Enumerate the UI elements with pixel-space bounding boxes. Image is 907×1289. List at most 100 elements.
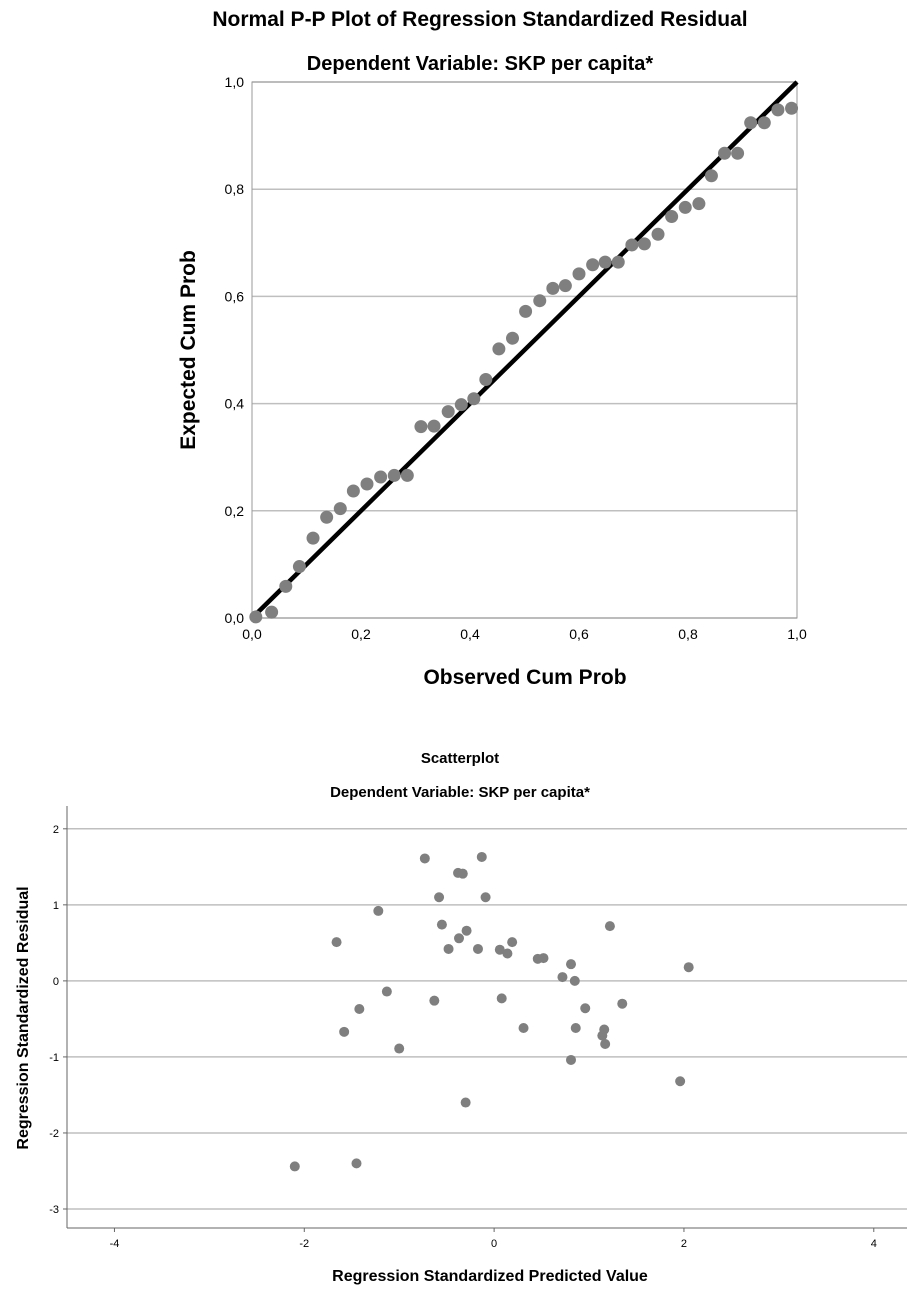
scatterplot-point [600,1038,611,1049]
scatterplot-point [518,1023,529,1034]
scatterplot-point [570,1023,581,1034]
pp-plot-point [414,420,428,434]
pp-plot-point [467,392,481,406]
pp-plot-point [558,279,572,293]
scatterplot-y-axis-title: Regression Standardized Residual [15,886,32,1149]
pp-plot-subtitle: Dependent Variable: SKP per capita* [307,53,654,75]
pp-plot-point [771,103,785,117]
pp-plot-y-tick-label: 0,8 [225,181,245,197]
pp-plot-y-tick-label: 0,0 [225,610,245,626]
scatterplot-point [675,1076,686,1087]
scatterplot-x-tick-label: 2 [681,1238,687,1250]
pp-plot-point [454,398,468,412]
pp-plot-point [346,484,360,498]
scatterplot: Scatterplot Dependent Variable: SKP per … [15,750,907,1285]
scatterplot-x-tick-label: -2 [299,1238,309,1250]
scatterplot-x-axis-title: Regression Standardized Predicted Value [332,1268,648,1285]
pp-plot-point [651,227,665,241]
pp-plot-point [665,210,679,224]
pp-plot-point [744,116,758,130]
scatterplot-point [429,995,440,1006]
pp-plot-y-tick-label: 0,6 [225,288,245,304]
pp-plot-x-tick-label: 0,0 [242,626,262,642]
pp-plot-point [320,510,334,524]
pp-plot-point [265,605,279,619]
pp-plot-point [441,405,455,419]
scatterplot-x-tick-label: -4 [110,1238,120,1250]
pp-plot-x-axis-title: Observed Cum Prob [423,666,626,689]
pp-plot-point [546,281,560,295]
scatterplot-x-tick-label: 0 [491,1238,497,1250]
scatterplot-point [289,1161,300,1172]
pp-plot-y-tick-label: 0,2 [225,503,245,519]
scatterplot-point [351,1158,362,1169]
pp-plot-point [704,169,718,183]
scatterplot-point [354,1004,365,1015]
pp-plot-point [506,331,520,345]
scatterplot-point [443,943,454,954]
pp-plot-point [400,468,414,482]
scatterplot-y-tick-label: -1 [49,1052,59,1064]
pp-plot-point [731,146,745,160]
scatterplot-point [496,993,507,1004]
scatterplot-point [557,972,568,983]
pp-plot-point [333,502,347,516]
scatterplot-y-tick-label: -2 [49,1128,59,1140]
pp-plot-point [692,197,706,211]
scatterplot-point [597,1030,608,1041]
scatterplot-title: Scatterplot [421,750,499,767]
pp-plot-point [479,372,493,386]
scatterplot-points [289,851,694,1172]
scatterplot-point [394,1043,405,1054]
pp-plot-y-tick-label: 0,4 [225,396,245,412]
scatterplot-point [683,962,694,973]
scatterplot-x-tick-label: 4 [871,1238,877,1250]
pp-plot-point [533,294,547,308]
pp-plot: Normal P-P Plot of Regression Standardiz… [177,8,807,689]
scatterplot-point [339,1026,350,1037]
pp-plot-area-frame [251,81,798,619]
pp-plot-point [598,255,612,269]
pp-plot-points [249,101,799,624]
pp-plot-point [279,579,293,593]
scatterplot-y-tick-label: 2 [53,824,59,836]
pp-plot-point [718,146,732,160]
scatterplot-point [502,948,513,959]
scatterplot-gridlines [67,828,907,1210]
pp-plot-x-tick-label: 0,8 [678,626,698,642]
pp-plot-x-ticks: 0,0 0,2 0,4 0,6 0,8 1,0 [242,626,807,642]
scatterplot-point [381,986,392,997]
scatterplot-point [373,905,384,916]
scatterplot-y-tick-label: 0 [53,976,59,988]
pp-plot-point [360,477,374,491]
scatterplot-point [461,925,472,936]
pp-plot-point [785,101,799,115]
pp-plot-point [387,468,401,482]
scatterplot-point [457,868,468,879]
pp-plot-point [637,237,651,251]
pp-plot-point [757,116,771,130]
pp-plot-point [611,255,625,269]
pp-plot-point [625,238,639,252]
pp-plot-x-tick-label: 0,2 [351,626,371,642]
pp-plot-point [586,258,600,272]
scatterplot-point [580,1003,591,1014]
pp-plot-point [249,610,263,624]
pp-plot-y-ticks: 0,0 0,2 0,4 0,6 0,8 1,0 [225,74,245,626]
pp-plot-x-tick-label: 1,0 [787,626,807,642]
scatterplot-point [538,953,549,964]
scatterplot-point [569,975,580,986]
scatterplot-point [436,919,447,930]
scatterplot-y-tick-label: -3 [49,1204,59,1216]
pp-plot-point [427,419,441,433]
scatterplot-point [617,998,628,1009]
scatterplot-x-ticks: -4 -2 0 2 4 [110,1228,877,1250]
pp-plot-point [572,267,586,281]
scatterplot-point [566,959,576,970]
scatterplot-point [331,937,342,948]
pp-plot-point [492,342,506,356]
pp-plot-point [374,470,388,484]
scatterplot-point [604,921,615,932]
scatterplot-point [494,944,505,955]
pp-plot-point [292,560,306,574]
